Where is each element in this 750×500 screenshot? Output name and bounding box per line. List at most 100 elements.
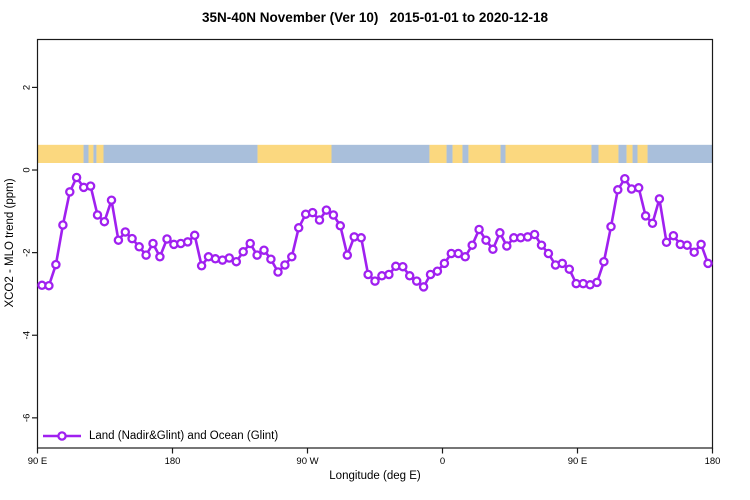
- data-point: [162, 234, 172, 244]
- data-point: [474, 224, 484, 235]
- map-strip-land-segment: [637, 144, 648, 163]
- data-point: [460, 252, 470, 262]
- data-point: [495, 228, 505, 238]
- data-point: [99, 216, 110, 227]
- y-tick-label: -6: [22, 414, 33, 422]
- x-tick-label: 180: [165, 456, 181, 467]
- map-strip-land-segment: [257, 144, 332, 163]
- map-strip-ocean-segment: [103, 144, 258, 163]
- map-strip-ocean-segment: [647, 144, 713, 163]
- data-point: [606, 221, 616, 232]
- data-point: [335, 221, 346, 231]
- data-point: [543, 248, 554, 259]
- data-point: [370, 276, 380, 286]
- data-point: [328, 210, 339, 220]
- map-strip-ocean-segment: [500, 144, 506, 163]
- map-strip-ocean-segment: [632, 144, 638, 163]
- data-point: [148, 238, 158, 249]
- data-point: [266, 254, 276, 264]
- data-point: [182, 237, 193, 247]
- data-point: [85, 181, 96, 191]
- map-strip-land-segment: [468, 144, 501, 163]
- data-point: [259, 245, 269, 255]
- data-point: [418, 282, 429, 292]
- data-point: [689, 247, 699, 257]
- x-axis-title: Longitude (deg E): [329, 470, 421, 482]
- map-strip-ocean-segment: [83, 144, 89, 163]
- legend: Land (Nadir&Glint) and Ocean (Glint): [42, 429, 278, 443]
- map-strip-land-segment: [598, 144, 619, 163]
- map-strip-land-segment: [96, 144, 104, 163]
- map-strip-land-segment: [505, 144, 592, 163]
- data-point: [224, 253, 235, 263]
- data-point: [557, 258, 568, 269]
- data-point: [92, 210, 103, 220]
- data-line: [40, 176, 710, 289]
- data-point: [44, 280, 54, 291]
- data-point: [467, 240, 477, 250]
- data-point: [703, 258, 713, 269]
- data-point: [529, 229, 540, 240]
- map-strip-land-segment: [429, 144, 447, 163]
- map-strip-land-segment: [626, 144, 633, 163]
- data-point: [398, 261, 408, 272]
- data-point: [356, 233, 366, 243]
- data-point: [592, 277, 602, 288]
- data-point: [51, 259, 61, 270]
- y-axis: 2 0 -2 -4 -6: [22, 85, 38, 422]
- data-point: [620, 173, 630, 184]
- data-point: [682, 240, 692, 250]
- data-point: [432, 266, 443, 276]
- data-point: [141, 250, 151, 260]
- data-point: [252, 250, 262, 260]
- map-strip-ocean-segment: [591, 144, 599, 163]
- data-point: [134, 242, 144, 252]
- data-point: [384, 269, 394, 280]
- data-point: [411, 276, 422, 286]
- y-tick-label: 2: [22, 85, 33, 90]
- data-point: [488, 244, 498, 255]
- data-point: [321, 205, 332, 215]
- map-strip-land-segment: [37, 144, 84, 163]
- data-point: [273, 267, 283, 277]
- data-point: [231, 256, 242, 267]
- data-point: [196, 261, 207, 271]
- data-point: [661, 237, 672, 248]
- data-point: [307, 207, 318, 218]
- x-tick-label: 90 E: [28, 456, 48, 467]
- data-point: [633, 183, 644, 193]
- x-tick-label: 0: [440, 456, 445, 467]
- y-tick-label: 0: [22, 167, 33, 172]
- y-axis-title: XCO2 - MLO trend (ppm): [4, 178, 16, 308]
- y-tick-label: -4: [22, 331, 33, 339]
- data-point: [314, 215, 325, 225]
- data-point: [404, 271, 415, 281]
- data-point: [439, 258, 450, 269]
- x-tick-label: 90 W: [296, 456, 318, 467]
- data-point: [120, 227, 131, 237]
- data-point: [189, 230, 200, 241]
- data-point: [106, 195, 117, 205]
- map-strip-ocean-segment: [446, 144, 453, 163]
- data-point: [613, 185, 623, 195]
- x-tick-label: 90 E: [568, 456, 588, 467]
- data-point: [654, 194, 665, 204]
- data-point: [238, 247, 248, 257]
- data-point: [481, 235, 491, 245]
- data-point: [155, 252, 165, 262]
- y-tick-label: -2: [22, 248, 33, 256]
- plot-box: [36, 38, 714, 449]
- map-strip-land-segment: [452, 144, 463, 163]
- map-strip: [37, 144, 713, 163]
- data-point: [363, 269, 373, 280]
- map-strip-ocean-segment: [462, 144, 469, 163]
- map-strip-ocean-segment: [618, 144, 627, 163]
- data-point: [245, 238, 255, 249]
- data-point: [71, 172, 82, 183]
- x-axis: 90 E 180 90 W 0 90 E 180: [28, 448, 720, 467]
- data-point: [696, 239, 706, 250]
- map-strip-ocean-segment: [93, 144, 97, 163]
- data-point: [342, 250, 353, 260]
